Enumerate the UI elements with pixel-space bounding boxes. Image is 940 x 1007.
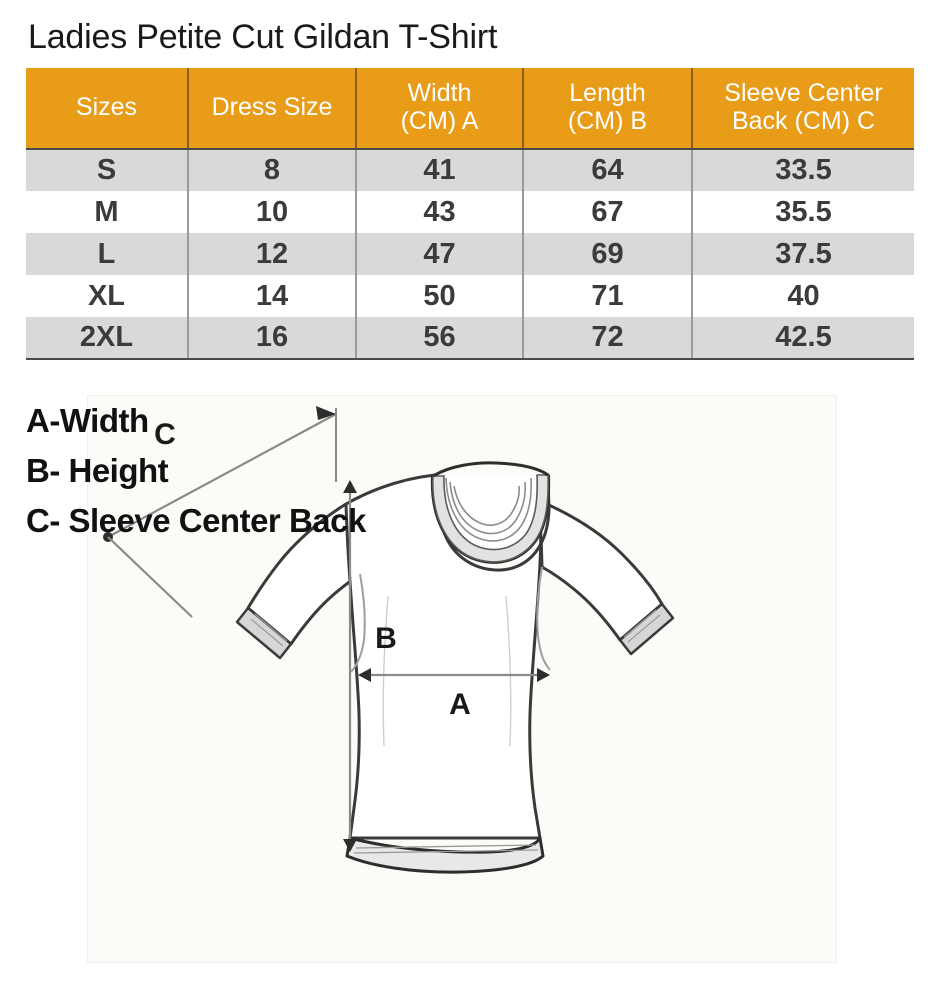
table-header-row: Sizes Dress Size Width (CM) A Length (CM… <box>26 68 914 150</box>
column-header-length-line2: (CM) B <box>567 107 648 135</box>
page-title: Ladies Petite Cut Gildan T-Shirt <box>28 18 498 56</box>
measure-c-leg-line <box>107 536 193 618</box>
size-chart-table: Sizes Dress Size Width (CM) A Length (CM… <box>26 68 914 360</box>
cell-dress-size: 12 <box>188 233 357 275</box>
column-header-sleeve-line1: Sleeve Center <box>724 79 883 107</box>
table-row: S 8 41 64 33.5 <box>26 149 914 191</box>
measure-a-label: A <box>449 688 471 721</box>
table-row: 2XL 16 56 72 42.5 <box>26 317 914 360</box>
table-row: L 12 47 69 37.5 <box>26 233 914 275</box>
cell-length: 72 <box>523 317 693 360</box>
hem-rib-lines <box>353 844 539 854</box>
left-cuff-ribs <box>250 613 288 647</box>
measure-a-arrowhead-right <box>537 668 550 682</box>
measurement-diagram-panel: C B A <box>88 396 836 962</box>
measure-c-arrowhead-end <box>316 406 336 420</box>
cell-sleeve-center-back: 37.5 <box>692 233 914 275</box>
column-header-width-line2: (CM) A <box>400 107 479 135</box>
right-cuff-ribs <box>623 609 661 643</box>
tshirt-diagram-svg: C B A <box>103 406 675 874</box>
column-header-dress-size-line1: Dress Size <box>211 93 333 121</box>
measure-b-label: B <box>375 622 397 655</box>
column-header-sleeve-line2: Back (CM) C <box>731 107 876 135</box>
right-armhole-seam <box>536 566 551 671</box>
cell-size: M <box>26 191 189 233</box>
measure-a-arrowhead-left <box>358 668 371 682</box>
table-row: XL 14 50 71 40 <box>26 275 914 317</box>
tshirt-illustration <box>235 461 675 874</box>
cell-width: 41 <box>356 149 524 191</box>
column-header-length: Length (CM) B <box>523 68 693 150</box>
column-header-width: Width (CM) A <box>356 68 524 150</box>
column-header-sleeve-center-back: Sleeve Center Back (CM) C <box>692 68 914 150</box>
cell-size: XL <box>26 275 189 317</box>
collar-rib-lines <box>445 477 532 542</box>
body-shading <box>382 595 512 747</box>
table-row: M 10 43 67 35.5 <box>26 191 914 233</box>
measure-c-label: C <box>154 418 176 451</box>
cell-sleeve-center-back: 35.5 <box>692 191 914 233</box>
cell-size: L <box>26 233 189 275</box>
cell-sleeve-center-back: 40 <box>692 275 914 317</box>
legend-item-c: C- Sleeve Center Back <box>26 502 366 539</box>
cell-width: 56 <box>356 317 524 360</box>
cell-length: 71 <box>523 275 693 317</box>
cell-sleeve-center-back: 42.5 <box>692 317 914 360</box>
measure-b-group: B <box>343 480 397 852</box>
column-header-sizes: Sizes <box>26 68 189 150</box>
measurement-legend: A-Width B- Height C- Sleeve Center Back <box>26 404 446 554</box>
measure-c-group: C <box>103 406 337 618</box>
cell-dress-size: 10 <box>188 191 357 233</box>
cell-width: 50 <box>356 275 524 317</box>
column-header-sizes-line1: Sizes <box>75 93 138 121</box>
column-header-width-line1: Width <box>407 79 472 107</box>
table-header: Sizes Dress Size Width (CM) A Length (CM… <box>26 68 914 150</box>
cell-width: 43 <box>356 191 524 233</box>
cell-width: 47 <box>356 233 524 275</box>
neck-opening-line <box>432 461 549 478</box>
cell-dress-size: 14 <box>188 275 357 317</box>
cell-dress-size: 8 <box>188 149 357 191</box>
cell-size: S <box>26 149 189 191</box>
left-armhole-seam <box>350 573 366 673</box>
measure-b-arrowhead-top <box>343 480 357 493</box>
size-chart-table-container: Sizes Dress Size Width (CM) A Length (CM… <box>26 68 914 360</box>
cell-sleeve-center-back: 33.5 <box>692 149 914 191</box>
measure-c-line <box>107 413 337 538</box>
cell-length: 67 <box>523 191 693 233</box>
column-header-dress-size: Dress Size <box>188 68 357 150</box>
legend-item-a: A-Width <box>26 402 149 439</box>
cell-length: 69 <box>523 233 693 275</box>
collar-band <box>432 474 549 563</box>
cell-dress-size: 16 <box>188 317 357 360</box>
legend-item-b: B- Height <box>26 452 169 489</box>
column-header-length-line1: Length <box>569 79 646 107</box>
measure-b-arrowhead-bottom <box>343 839 357 852</box>
hem-band <box>345 836 545 874</box>
measure-a-group: A <box>358 668 550 721</box>
cell-length: 64 <box>523 149 693 191</box>
cell-size: 2XL <box>26 317 189 360</box>
table-body: S 8 41 64 33.5 M 10 43 67 35.5 L 12 47 6… <box>26 149 914 360</box>
